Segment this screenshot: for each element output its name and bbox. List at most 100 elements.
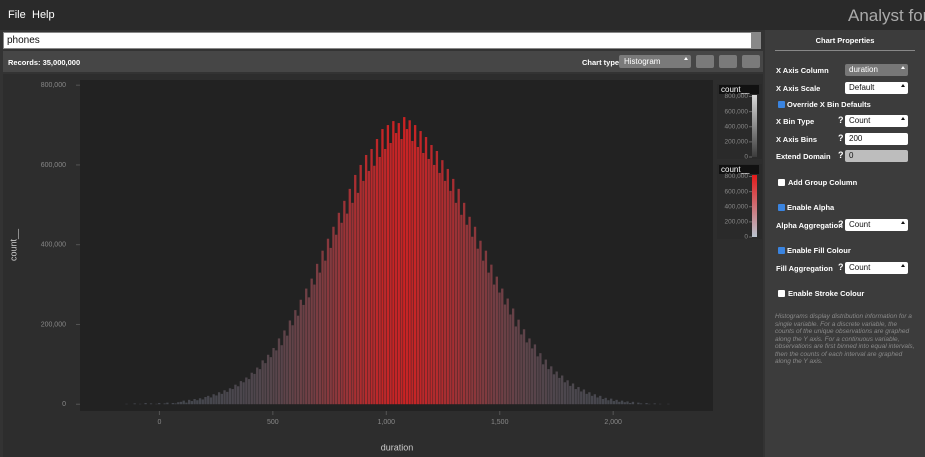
histogram-bar: [226, 391, 229, 405]
checkbox[interactable]: [778, 290, 785, 297]
histogram-bar: [482, 260, 485, 405]
histogram-bar: [479, 240, 482, 405]
legend-tick-label: 200,000: [725, 139, 749, 146]
x-tick-label: 1,000: [378, 419, 396, 426]
histogram-bar: [239, 381, 243, 405]
histogram-bar: [509, 314, 512, 405]
help-icon[interactable]: ?: [838, 133, 844, 143]
checkbox[interactable]: [778, 247, 785, 254]
legend-tick-label: 0: [744, 154, 748, 161]
histogram-bar: [242, 382, 245, 405]
histogram-bar: [443, 180, 447, 405]
histogram-bar: [460, 214, 463, 405]
checkbox[interactable]: [778, 204, 785, 211]
field-label: X Axis Bins: [776, 135, 817, 144]
histogram-bar: [324, 260, 327, 405]
x-tick-label: 500: [267, 419, 279, 426]
histogram-bar: [272, 347, 275, 405]
y-tick-label: 200,000: [41, 321, 66, 328]
histogram-bar: [566, 380, 569, 405]
histogram-bar: [615, 399, 618, 405]
histogram-bar: [571, 383, 575, 405]
histogram-bar: [212, 394, 215, 405]
histogram-bar: [577, 387, 580, 405]
select[interactable]: Default: [845, 82, 908, 94]
histogram-bar: [392, 121, 395, 405]
checkbox[interactable]: [778, 179, 785, 186]
histogram-bar: [457, 188, 460, 405]
histogram-bar: [405, 129, 409, 405]
help-icon[interactable]: ?: [838, 115, 844, 125]
histogram-bar: [588, 392, 591, 405]
histogram-bar: [201, 399, 204, 405]
histogram-bar: [381, 129, 384, 405]
histogram-bar: [177, 402, 180, 405]
histogram-bar: [318, 272, 322, 405]
help-icon[interactable]: ?: [838, 262, 844, 272]
histogram-bar: [601, 399, 605, 405]
field-label: X Axis Column: [776, 66, 829, 75]
histogram-bar: [531, 348, 534, 405]
histogram-bar: [514, 326, 518, 405]
chart-type-select[interactable]: Histogram: [619, 55, 691, 68]
histogram-bar: [373, 165, 376, 405]
histogram-bar: [182, 400, 185, 405]
histogram-bar: [544, 359, 547, 405]
histogram-bar: [446, 168, 449, 405]
histogram-bar: [207, 395, 210, 405]
histogram-bar: [198, 398, 202, 405]
select[interactable]: Count: [845, 115, 908, 127]
histogram-bar: [144, 403, 147, 405]
histogram-bar: [340, 222, 343, 405]
histogram-bar: [413, 125, 417, 405]
histogram-bar: [302, 304, 305, 405]
histogram-bar: [397, 123, 400, 405]
legend-color-bar: [752, 95, 757, 157]
histogram-bar: [286, 335, 289, 405]
select[interactable]: Count: [845, 219, 908, 231]
histogram-bar: [462, 202, 466, 405]
histogram-bar: [234, 384, 237, 405]
histogram-bar: [555, 371, 558, 405]
histogram-bar: [354, 174, 357, 405]
histogram-bar: [294, 310, 297, 405]
select-arrow: [901, 66, 905, 69]
histogram-bar: [609, 398, 613, 405]
histogram-bar: [596, 397, 599, 405]
histogram-bar: [590, 395, 594, 405]
histogram-bar: [166, 402, 169, 405]
histogram-bar: [438, 172, 441, 405]
toolbar-button[interactable]: [742, 55, 760, 68]
help-icon[interactable]: ?: [838, 219, 844, 229]
histogram-bar: [283, 330, 286, 405]
histogram-bar: [384, 148, 387, 405]
legend-tick-label: 600,000: [725, 108, 749, 115]
legend-tick-label: 400,000: [725, 203, 749, 210]
histogram-bar: [492, 284, 496, 405]
menu-item[interactable]: File: [8, 9, 26, 21]
histogram-bar: [441, 160, 444, 405]
select[interactable]: Count: [845, 262, 908, 274]
help-icon[interactable]: ?: [838, 150, 844, 160]
toolbar-button[interactable]: [696, 55, 714, 68]
legend-title: count__: [721, 165, 750, 174]
text-input[interactable]: 200: [845, 133, 908, 145]
histogram-bar: [307, 297, 311, 405]
histogram-bar: [582, 389, 586, 405]
menu-item[interactable]: Help: [32, 9, 55, 21]
search-spinner[interactable]: [751, 32, 761, 49]
histogram-bar: [250, 372, 253, 405]
toolbar-button[interactable]: [719, 55, 737, 68]
histogram-bar: [335, 234, 338, 405]
histogram-bar: [465, 224, 469, 405]
select[interactable]: duration: [845, 64, 908, 76]
histogram-bar: [149, 403, 153, 405]
field-label: X Axis Scale: [776, 84, 821, 93]
text-input[interactable]: 0: [845, 150, 908, 162]
histogram-bar: [310, 278, 313, 405]
histogram-bar: [220, 393, 223, 405]
histogram-bar: [332, 226, 335, 405]
checkbox[interactable]: [778, 101, 785, 108]
control-value: 200: [849, 134, 863, 143]
histogram-bar: [386, 125, 390, 405]
